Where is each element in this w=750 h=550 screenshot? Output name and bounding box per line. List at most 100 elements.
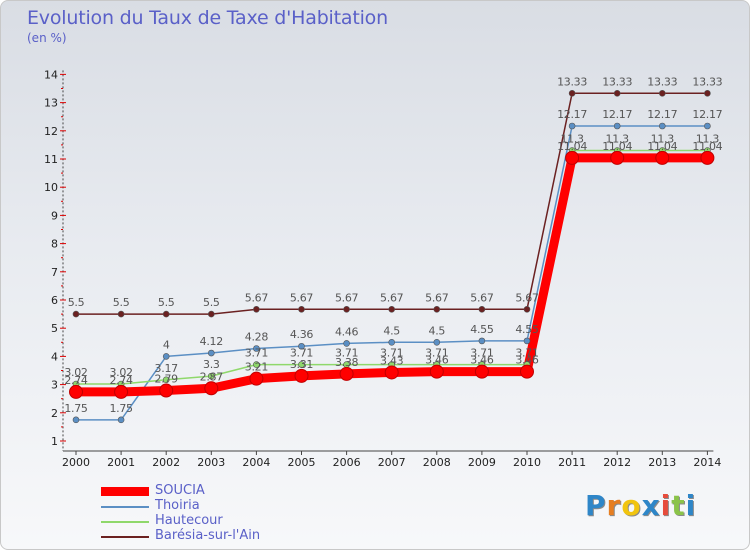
data-label: 4 bbox=[163, 338, 170, 351]
data-label: 4.46 bbox=[335, 325, 359, 338]
x-tick-label: 2008 bbox=[423, 456, 451, 469]
data-point bbox=[294, 368, 309, 383]
x-tick-label: 2010 bbox=[513, 456, 541, 469]
data-label: 11.04 bbox=[602, 140, 632, 153]
data-point bbox=[658, 122, 666, 130]
y-tick-label: 3 bbox=[51, 379, 58, 392]
data-label: 13.33 bbox=[602, 75, 632, 88]
data-label: 1.75 bbox=[64, 402, 88, 415]
data-point bbox=[433, 338, 441, 346]
x-tick-label: 2004 bbox=[242, 456, 270, 469]
data-label: 11.3 bbox=[560, 133, 584, 146]
logo-letter: P bbox=[585, 489, 607, 522]
data-label: 11.3 bbox=[696, 133, 720, 146]
data-point bbox=[117, 310, 125, 318]
data-point bbox=[69, 384, 83, 399]
data-label: 3.71 bbox=[290, 347, 313, 360]
data-point bbox=[339, 366, 354, 381]
x-tick-label: 2005 bbox=[288, 456, 316, 469]
data-label: 5.67 bbox=[470, 291, 494, 304]
legend-swatch-soucia bbox=[101, 487, 149, 496]
x-tick-label: 2011 bbox=[558, 456, 586, 469]
data-label: 3.71 bbox=[380, 347, 403, 360]
data-label: 3.46 bbox=[515, 354, 539, 367]
data-label: 3.21 bbox=[245, 361, 268, 374]
data-label: 11.3 bbox=[651, 133, 675, 146]
data-label: 3.46 bbox=[470, 354, 494, 367]
data-label: 12.17 bbox=[692, 108, 722, 121]
data-label: 2.74 bbox=[64, 374, 88, 387]
logo-letter: o bbox=[621, 489, 642, 522]
data-point bbox=[613, 122, 621, 130]
data-label: 1.75 bbox=[109, 402, 133, 415]
data-point bbox=[208, 349, 215, 357]
y-tick-label: 13 bbox=[44, 97, 58, 110]
data-point bbox=[658, 89, 666, 97]
x-tick-label: 2014 bbox=[693, 456, 721, 469]
data-label: 3.46 bbox=[425, 354, 449, 367]
logo-letter: i bbox=[660, 489, 672, 522]
data-label: 12.17 bbox=[647, 108, 677, 121]
data-point bbox=[208, 372, 215, 380]
data-point bbox=[704, 89, 711, 97]
y-tick-label: 1 bbox=[51, 435, 58, 448]
chart-title: Evolution du Taux de Taxe d'Habitation bbox=[27, 7, 388, 29]
data-point bbox=[565, 150, 580, 165]
data-point bbox=[474, 364, 489, 379]
x-tick-label: 2002 bbox=[152, 456, 180, 469]
y-tick-label: 14 bbox=[44, 68, 58, 81]
x-tick-label: 2000 bbox=[62, 456, 90, 469]
y-tick-label: 7 bbox=[51, 266, 58, 279]
data-point bbox=[388, 338, 396, 346]
data-label: 5.67 bbox=[425, 291, 449, 304]
data-point bbox=[343, 340, 350, 347]
data-label: 5.5 bbox=[158, 296, 175, 309]
data-label: 5.5 bbox=[203, 296, 220, 309]
data-point bbox=[610, 150, 625, 165]
legend-swatch-thoiria bbox=[101, 506, 149, 508]
data-point bbox=[204, 381, 219, 396]
y-tick-label: 12 bbox=[44, 125, 58, 138]
data-label: 3.71 bbox=[425, 347, 448, 360]
data-label: 4.5 bbox=[383, 324, 400, 337]
data-label: 11.04 bbox=[692, 140, 722, 153]
data-label: 3.3 bbox=[203, 358, 220, 371]
data-point bbox=[568, 122, 576, 130]
data-point bbox=[433, 306, 441, 313]
data-label: 3.71 bbox=[515, 347, 538, 360]
data-point bbox=[520, 364, 534, 379]
data-point bbox=[162, 353, 170, 360]
data-label: 13.33 bbox=[647, 75, 677, 88]
data-point bbox=[478, 337, 486, 345]
x-tick-label: 2007 bbox=[378, 456, 406, 469]
data-label: 4.12 bbox=[200, 335, 223, 348]
data-point bbox=[613, 89, 621, 97]
logo-letter: t bbox=[671, 489, 686, 522]
data-label: 5.67 bbox=[335, 291, 359, 304]
data-label: 5.67 bbox=[515, 291, 539, 304]
y-tick-label: 11 bbox=[44, 153, 58, 166]
data-label: 3.31 bbox=[290, 358, 313, 371]
data-point bbox=[253, 306, 260, 313]
data-point bbox=[700, 150, 715, 165]
y-tick-label: 9 bbox=[51, 209, 58, 222]
x-tick-label: 2003 bbox=[197, 456, 225, 469]
data-point bbox=[249, 371, 264, 386]
legend-label-thoiria: Thoiria bbox=[155, 498, 200, 513]
data-point bbox=[208, 310, 215, 318]
y-tick-label: 8 bbox=[51, 238, 58, 251]
data-point bbox=[298, 306, 305, 313]
x-tick-label: 2001 bbox=[107, 456, 135, 469]
data-label: 4.55 bbox=[515, 323, 539, 336]
data-point bbox=[704, 122, 711, 130]
y-axis-unit: (en %) bbox=[27, 31, 67, 45]
data-point bbox=[72, 416, 80, 424]
data-label: 13.33 bbox=[557, 75, 587, 88]
data-label: 3.17 bbox=[155, 362, 179, 375]
data-point bbox=[343, 306, 350, 313]
data-label: 3.71 bbox=[470, 347, 493, 360]
y-tick-label: 6 bbox=[51, 294, 58, 307]
data-label: 4.28 bbox=[245, 331, 269, 344]
